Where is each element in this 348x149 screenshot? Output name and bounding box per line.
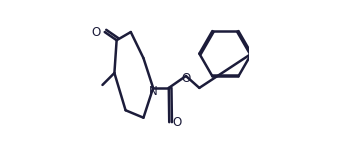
Text: N: N (149, 85, 158, 98)
Text: O: O (92, 25, 101, 39)
Text: O: O (172, 116, 181, 129)
Text: O: O (181, 72, 191, 85)
